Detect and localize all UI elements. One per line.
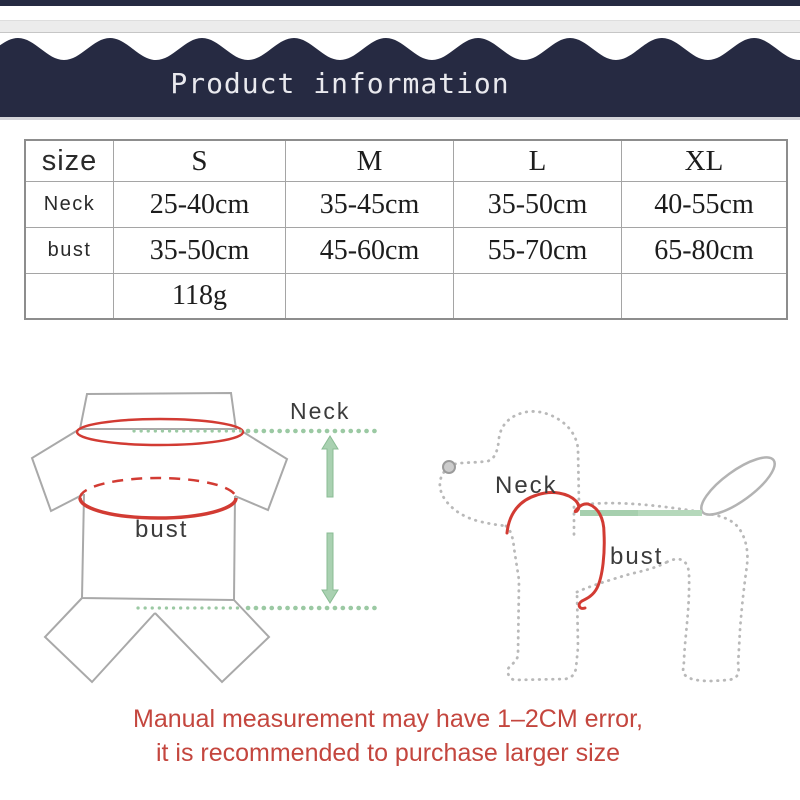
neck-value-m: 35-45cm [286, 182, 454, 228]
garment-neck-label: Neck [290, 398, 351, 424]
bust-value-s: 35-50cm [114, 228, 286, 274]
column-header-m: M [286, 141, 454, 182]
back-measure-bar-dark [580, 510, 638, 516]
dog-nose [442, 460, 456, 474]
neck-value-s: 25-40cm [114, 182, 286, 228]
row-label-weight [26, 274, 114, 318]
dog-bust-curve [577, 502, 606, 610]
measurement-note-line2: it is recommended to purchase larger siz… [155, 739, 621, 767]
garment-bust-ellipse-dashed [78, 476, 238, 499]
weight-value-m [286, 274, 454, 318]
length-arrow [321, 435, 339, 604]
dog-tail [700, 456, 776, 516]
measurement-note-line1: Manual measurement may have 1–2CM error, [133, 705, 643, 733]
page-title: Product information [170, 67, 510, 100]
row-label-neck: Neck [26, 182, 114, 228]
bust-value-m: 45-60cm [286, 228, 454, 274]
measurement-note: Manual measurement may have 1–2CM error,… [0, 702, 788, 770]
top-navy-bar [0, 0, 800, 6]
size-table: size S M L XL Neck 25-40cm 35-45cm 35-50… [24, 139, 788, 320]
garment-neck-ellipse [75, 417, 245, 447]
measurement-diagram [30, 391, 776, 684]
garment-bust-label: bust [135, 516, 189, 543]
banner-underline [0, 117, 800, 120]
table-corner-label: size [26, 141, 114, 182]
row-label-bust: bust [26, 228, 114, 274]
weight-value-s: 118g [114, 274, 286, 318]
back-measure-bar [580, 510, 702, 516]
weight-value-xl [622, 274, 786, 318]
garment-bust-ellipse-solid [78, 497, 238, 520]
dog-neck-label: Neck [495, 472, 558, 499]
top-gray-strip [0, 20, 800, 33]
dog-outline [438, 410, 749, 683]
column-header-xl: XL [622, 141, 786, 182]
bust-value-xl: 65-80cm [622, 228, 786, 274]
dog-bust-label: bust [610, 543, 664, 570]
neck-value-l: 35-50cm [454, 182, 622, 228]
neck-value-xl: 40-55cm [622, 182, 786, 228]
weight-value-l [454, 274, 622, 318]
column-header-s: S [114, 141, 286, 182]
wave-banner [0, 38, 800, 117]
column-header-l: L [454, 141, 622, 182]
dog-neck-curve [505, 491, 590, 535]
bust-value-l: 55-70cm [454, 228, 622, 274]
